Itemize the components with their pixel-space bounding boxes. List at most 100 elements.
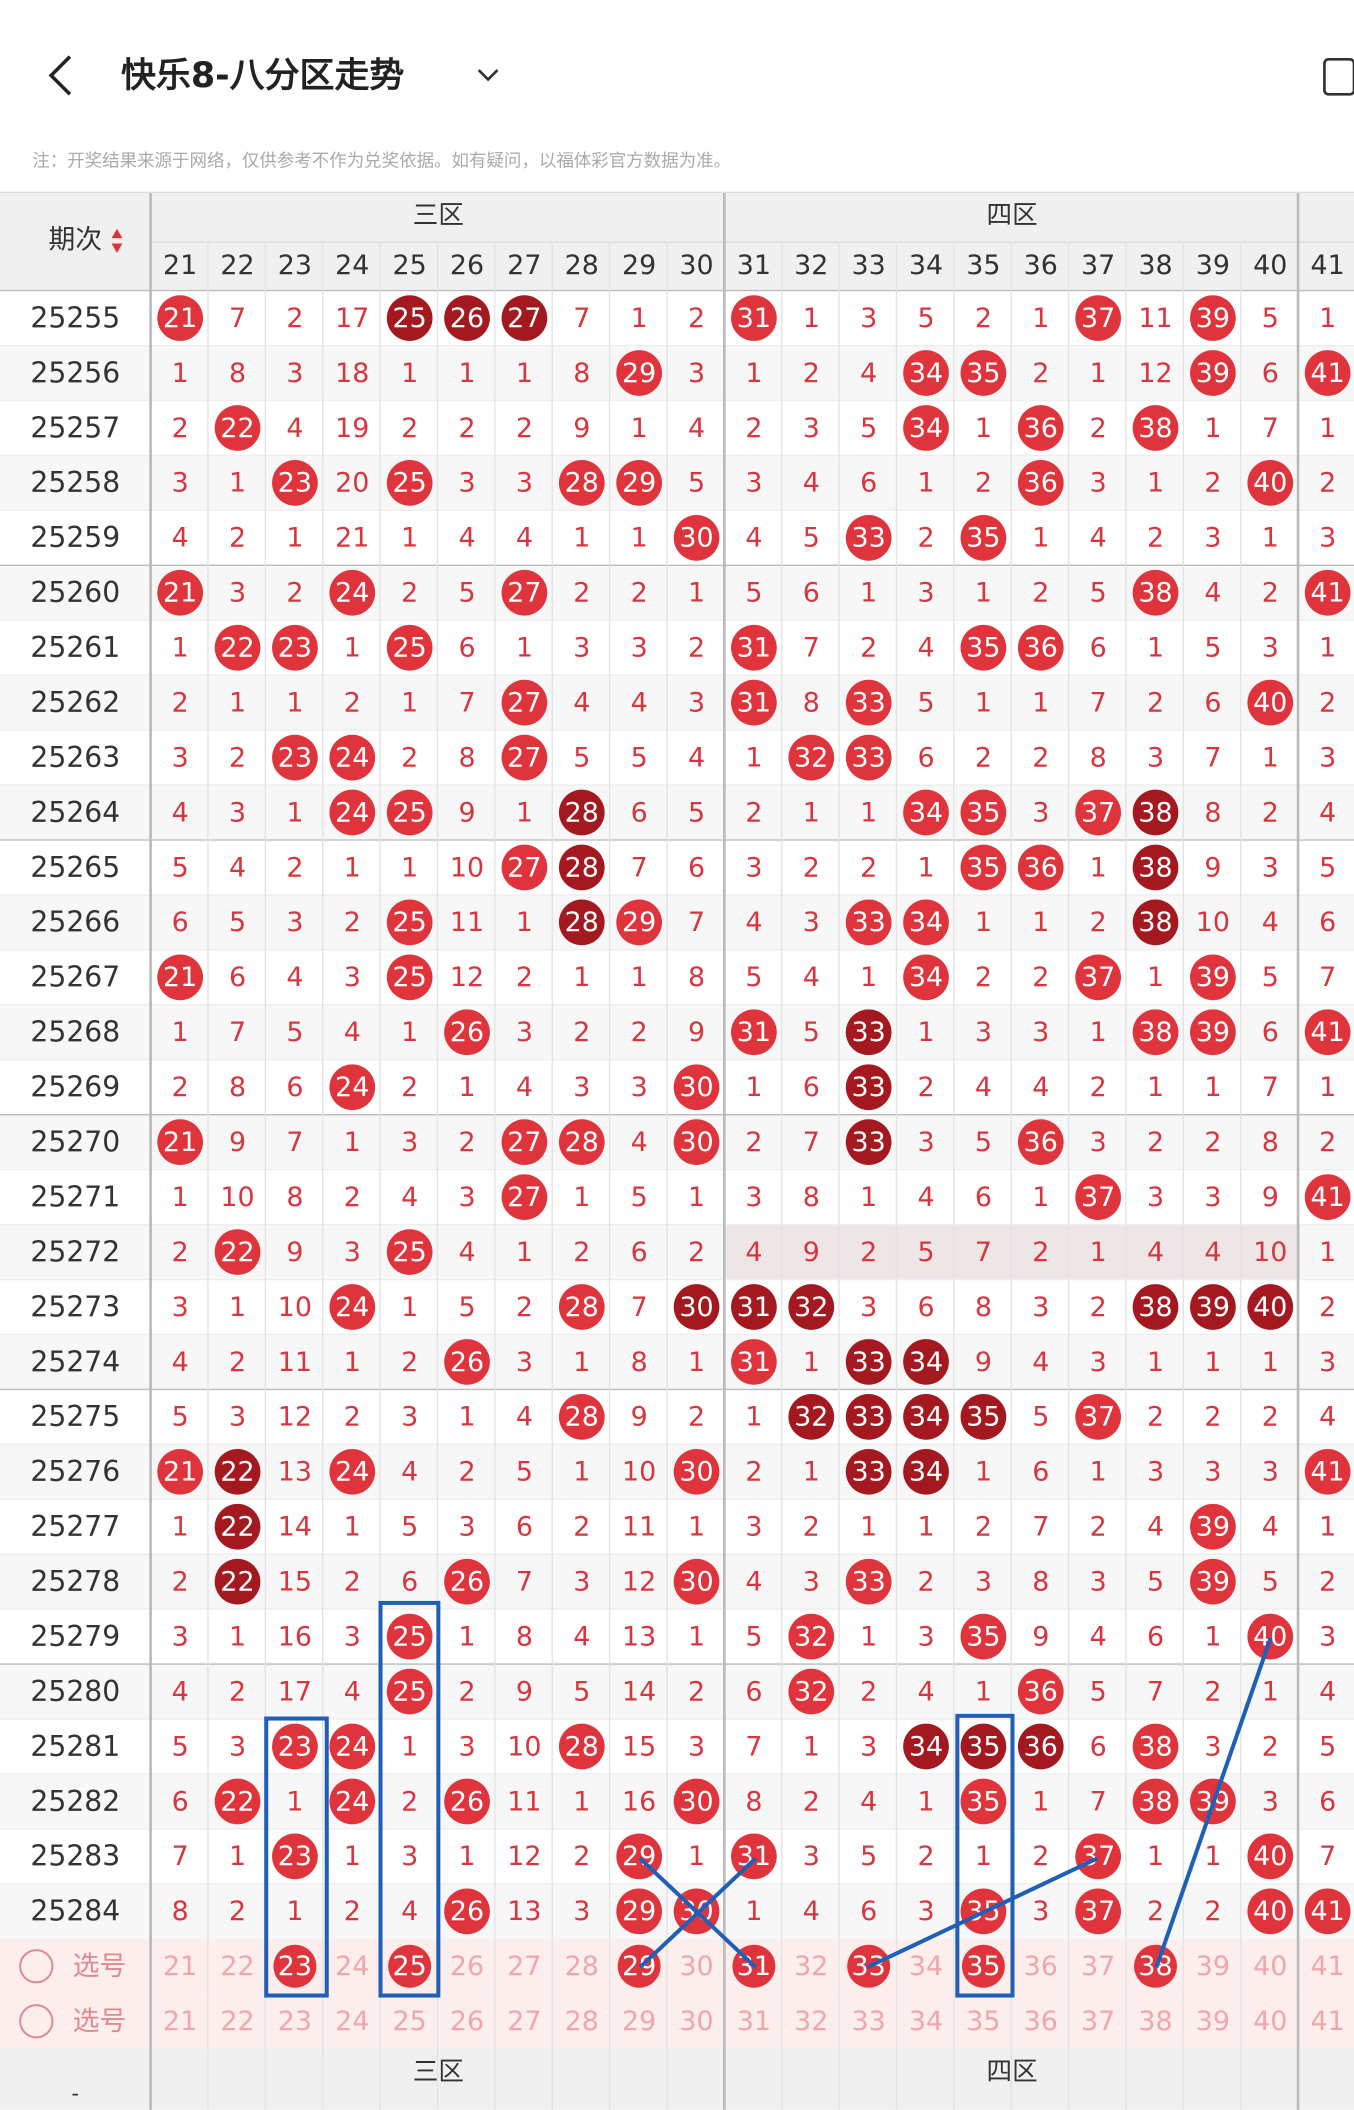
hit-number: 40 (1253, 468, 1287, 499)
miss-count: 4 (172, 1676, 189, 1707)
hit-ball (214, 405, 261, 451)
select-number[interactable]: 30 (679, 2006, 713, 2037)
picked-ball[interactable] (388, 1944, 432, 1988)
dropdown[interactable] (477, 69, 499, 82)
select-number[interactable]: 39 (1196, 1951, 1230, 1982)
menu-icon[interactable] (1323, 57, 1354, 96)
select-number[interactable]: 41 (1311, 1951, 1345, 1982)
select-number[interactable]: 34 (909, 1951, 943, 1982)
select-number[interactable]: 38 (1138, 2006, 1172, 2037)
select-number[interactable]: 25 (393, 1951, 427, 1982)
miss-count: 4 (917, 1676, 934, 1707)
period: 25256 (30, 356, 120, 389)
select-number[interactable]: 23 (278, 2006, 312, 2037)
miss-count: 8 (1262, 1127, 1279, 1158)
select-number[interactable]: 31 (737, 2006, 771, 2037)
hit-number: 35 (966, 523, 1000, 554)
hit-ball (960, 514, 1007, 561)
hit-number: 32 (794, 1621, 828, 1652)
page-title[interactable]: 快乐8-八分区走势 (121, 56, 404, 96)
select-number[interactable]: 28 (565, 2006, 599, 2037)
select-number[interactable]: 32 (794, 1951, 828, 1982)
select-number[interactable]: 37 (1081, 1951, 1115, 1982)
hit-ball (960, 844, 1007, 891)
miss-count: 2 (344, 1567, 361, 1598)
miss-count: 7 (1204, 742, 1221, 773)
select-number[interactable]: 33 (852, 2006, 886, 2037)
select-number[interactable]: 29 (622, 2006, 656, 2037)
period: 25279 (30, 1620, 120, 1653)
miss-count: 2 (1204, 1896, 1221, 1927)
select-number[interactable]: 37 (1081, 2006, 1115, 2037)
miss-count: 1 (172, 1512, 189, 1543)
select-number[interactable]: 26 (450, 2006, 484, 2037)
miss-count: 3 (745, 1182, 762, 1213)
select-number[interactable]: 36 (1024, 1951, 1058, 1982)
select-row-bg (0, 1938, 1354, 1994)
select-radio[interactable] (19, 1949, 54, 1984)
miss-count: 9 (458, 797, 475, 828)
miss-count: 14 (278, 1512, 312, 1543)
select-number[interactable]: 30 (679, 1951, 713, 1982)
select-number[interactable]: 21 (163, 2006, 197, 2037)
hit-number: 38 (1138, 1786, 1172, 1817)
miss-count: 1 (688, 1347, 705, 1378)
select-number[interactable]: 40 (1253, 1951, 1287, 1982)
select-number[interactable]: 22 (220, 1951, 254, 1982)
select-number[interactable]: 27 (507, 1951, 541, 1982)
picked-ball[interactable] (961, 1944, 1005, 1988)
select-number[interactable]: 41 (1311, 2006, 1345, 2037)
miss-count: 1 (860, 1512, 877, 1543)
select-number[interactable]: 21 (163, 1951, 197, 1982)
miss-count: 1 (975, 687, 992, 718)
hit-number: 21 (163, 578, 197, 609)
miss-count: 5 (1147, 1567, 1164, 1598)
back-button[interactable] (48, 55, 72, 96)
select-number[interactable]: 23 (278, 1951, 312, 1982)
row-highlight (726, 1224, 1301, 1280)
miss-count: 12 (450, 962, 484, 993)
miss-count: 6 (1032, 1457, 1049, 1488)
select-number[interactable]: 27 (507, 2006, 541, 2037)
select-number[interactable]: 40 (1253, 2006, 1287, 2037)
miss-count: 1 (573, 1182, 590, 1213)
hit-number: 41 (1311, 1896, 1345, 1927)
select-number[interactable]: 26 (450, 1951, 484, 1982)
picked-ball[interactable] (273, 1944, 317, 1988)
hit-ball (1132, 1723, 1179, 1770)
hit-number: 32 (794, 1676, 828, 1707)
select-number[interactable]: 34 (909, 2006, 943, 2037)
miss-count: 1 (975, 578, 992, 609)
select-number[interactable]: 24 (335, 1951, 369, 1982)
hit-ball (157, 569, 204, 616)
miss-count: 3 (1204, 1731, 1221, 1762)
select-number[interactable]: 28 (565, 1951, 599, 1982)
select-radio[interactable] (19, 2004, 54, 2039)
select-number[interactable]: 25 (393, 2006, 427, 2037)
select-number[interactable]: 32 (794, 2006, 828, 2037)
hit-number: 31 (737, 687, 771, 718)
miss-count: 4 (286, 413, 303, 444)
column-number: 38 (1138, 250, 1172, 281)
hit-number: 36 (1024, 1127, 1058, 1158)
select-number[interactable]: 39 (1196, 2006, 1230, 2037)
miss-count: 5 (803, 1017, 820, 1048)
hit-number: 38 (1138, 907, 1172, 938)
hit-number: 35 (966, 1402, 1000, 1433)
miss-count: 1 (745, 358, 762, 389)
column-number: 26 (450, 250, 484, 281)
select-number[interactable]: 36 (1024, 2006, 1058, 2037)
miss-count: 3 (1319, 523, 1336, 554)
select-number[interactable]: 35 (966, 1951, 1000, 1982)
hit-number: 28 (565, 852, 599, 883)
hit-ball (558, 1394, 605, 1440)
repeat-hit-ball (214, 1503, 261, 1550)
miss-count: 8 (1090, 742, 1107, 773)
miss-count: 2 (975, 962, 992, 993)
select-number[interactable]: 24 (335, 2006, 369, 2037)
miss-count: 5 (1262, 1567, 1279, 1598)
miss-count: 2 (803, 1512, 820, 1543)
select-number[interactable]: 22 (220, 2006, 254, 2037)
period: 25270 (30, 1126, 120, 1159)
select-number[interactable]: 35 (966, 2006, 1000, 2037)
